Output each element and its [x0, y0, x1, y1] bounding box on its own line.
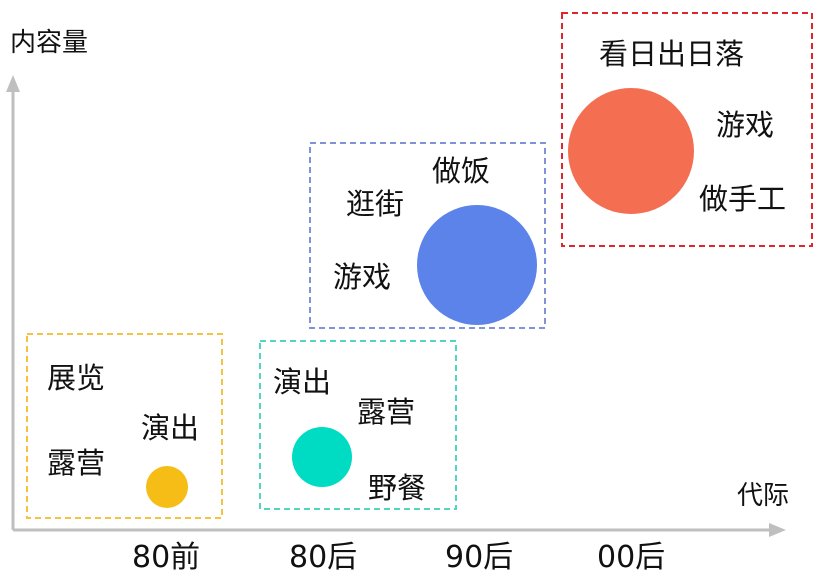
group-box-00-after: [561, 12, 813, 247]
group-box-80-before: [26, 333, 223, 519]
activity-label: 演出: [141, 411, 200, 445]
activity-label: 展览: [47, 361, 106, 395]
activity-label: 露营: [47, 446, 106, 480]
activity-label: 露营: [357, 395, 416, 429]
activity-label: 做手工: [699, 182, 787, 216]
activity-label: 野餐: [368, 471, 427, 505]
bubble-90-after: [417, 205, 537, 325]
activity-label: 游戏: [716, 108, 775, 142]
x-axis-label: 代际: [737, 481, 790, 511]
bubble-80-before: [146, 466, 188, 508]
group-box-80-after: [259, 340, 457, 510]
y-axis-arrow: [6, 75, 20, 92]
activity-label: 逛街: [346, 187, 405, 221]
activity-label: 游戏: [333, 260, 392, 294]
activity-label: 演出: [273, 365, 332, 399]
category-label-90-after: 90后: [445, 540, 514, 575]
category-label-00-after: 00后: [597, 540, 666, 575]
activity-label: 做饭: [432, 154, 491, 188]
y-axis-label: 内容量: [10, 28, 89, 58]
bubble-80-after: [292, 427, 352, 487]
bubble-00-after: [568, 88, 694, 214]
category-label-80-before: 80前: [132, 540, 201, 575]
category-label-80-after: 80后: [289, 540, 358, 575]
activity-label: 看日出日落: [599, 37, 745, 71]
x-axis-arrow: [769, 523, 786, 537]
